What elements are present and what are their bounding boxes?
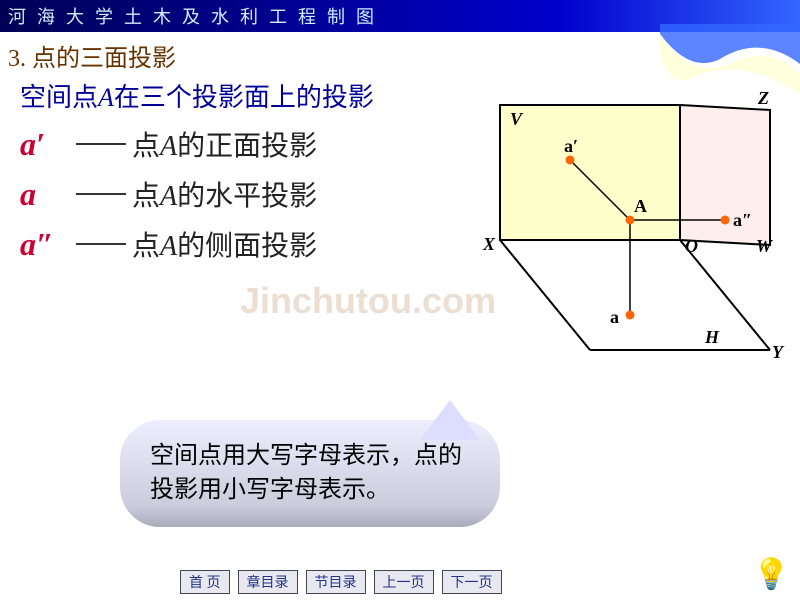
- svg-text:Z: Z: [757, 88, 769, 108]
- section-text: 点的三面投影: [32, 46, 176, 72]
- def-dash: [76, 243, 126, 245]
- def-symbol: a″: [20, 226, 70, 263]
- def-symbol: a′: [20, 126, 70, 163]
- nav-chapter[interactable]: 章目录: [238, 570, 298, 594]
- svg-text:O: O: [685, 236, 698, 256]
- watermark: Jinchutou.com: [240, 280, 496, 322]
- def-text: 点A的侧面投影: [132, 224, 317, 264]
- subtitle-post: 在三个投影面上的投影: [114, 83, 374, 112]
- section-number: 3.: [8, 46, 26, 72]
- subtitle-pre: 空间点: [20, 83, 98, 112]
- nav-bar: 首 页 章目录 节目录 上一页 下一页: [180, 570, 502, 594]
- bulb-icon[interactable]: 💡: [753, 557, 790, 592]
- svg-text:a: a: [610, 307, 619, 327]
- def-text: 点A的正面投影: [132, 124, 317, 164]
- explanation-bubble: 空间点用大写字母表示，点的投影用小写字母表示。: [120, 420, 500, 527]
- def-dash: [76, 193, 126, 195]
- svg-text:Y: Y: [772, 342, 785, 362]
- svg-text:a″: a″: [733, 210, 752, 230]
- svg-text:A: A: [634, 196, 647, 216]
- svg-text:X: X: [482, 234, 496, 254]
- projection-diagram: a′ Aa″ a V Z X O W H Y: [460, 80, 790, 400]
- def-text: 点A的水平投影: [132, 174, 317, 214]
- svg-text:H: H: [704, 327, 720, 347]
- nav-home[interactable]: 首 页: [180, 570, 230, 594]
- nav-next[interactable]: 下一页: [442, 570, 502, 594]
- nav-section[interactable]: 节目录: [306, 570, 366, 594]
- svg-text:W: W: [756, 236, 774, 256]
- subtitle-sym: A: [98, 83, 114, 112]
- nav-prev[interactable]: 上一页: [374, 570, 434, 594]
- def-symbol: a: [20, 176, 70, 213]
- svg-text:a′: a′: [564, 136, 578, 156]
- def-dash: [76, 143, 126, 145]
- svg-text:V: V: [510, 109, 524, 129]
